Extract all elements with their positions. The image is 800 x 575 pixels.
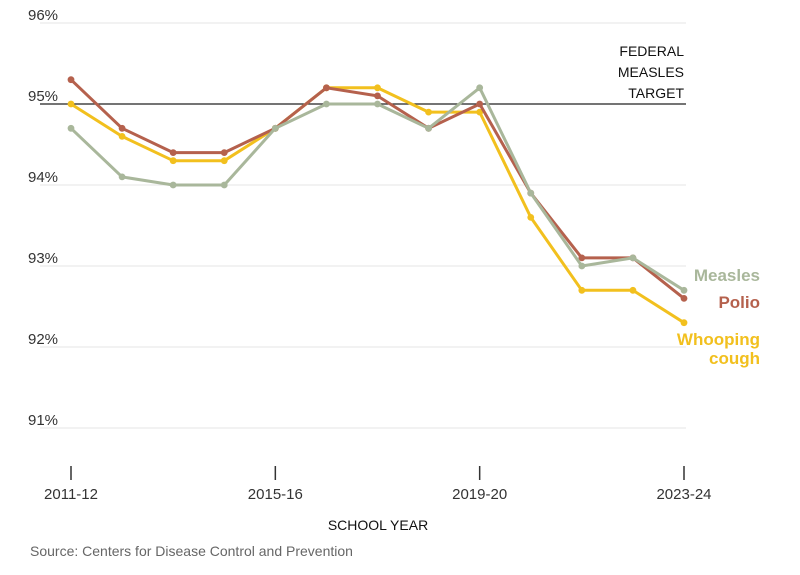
- measles-point: [629, 254, 637, 262]
- polio-point: [220, 149, 228, 157]
- measles-point: [374, 100, 381, 108]
- series-lines: [67, 76, 688, 327]
- whooping-cough-label: cough: [709, 349, 760, 368]
- whooping-cough-point: [118, 133, 126, 140]
- measles-label: Measles: [694, 266, 760, 285]
- x-tick-label: 2011-12: [44, 486, 98, 503]
- polio-point: [323, 84, 330, 92]
- y-tick-label: 93%: [28, 250, 58, 267]
- x-tick-label: 2015-16: [248, 486, 303, 503]
- y-gridlines: [40, 22, 686, 429]
- measles-point: [680, 286, 688, 294]
- whooping-cough-point: [527, 214, 535, 221]
- measles-point: [425, 124, 432, 132]
- measles-point: [527, 189, 535, 197]
- target-label-line: TARGET: [628, 85, 684, 101]
- x-axis: 2011-12 2015-16 2019-20 2023-24: [44, 466, 712, 503]
- measles-point: [67, 124, 75, 132]
- whooping-cough-point: [220, 157, 228, 165]
- measles-point: [118, 173, 126, 181]
- measles-point: [220, 181, 228, 189]
- whooping-cough-point: [374, 84, 381, 92]
- y-axis-ticks: 96% 95% 94% 93% 92% 91%: [28, 7, 58, 429]
- whooping-cough-point: [680, 319, 688, 327]
- polio-label: Polio: [718, 293, 760, 312]
- measles-point: [578, 262, 586, 270]
- measles-point: [476, 84, 484, 92]
- target-label-line: MEASLES: [618, 64, 684, 80]
- x-axis-title: SCHOOL YEAR: [328, 517, 428, 533]
- x-tick-label: 2023-24: [656, 486, 711, 503]
- source-note: Source: Centers for Disease Control and …: [30, 543, 353, 559]
- whooping-cough-point: [67, 100, 75, 108]
- measles-point: [169, 181, 177, 189]
- x-tick-label: 2019-20: [452, 486, 507, 503]
- polio-point: [578, 254, 586, 262]
- polio-point: [67, 76, 75, 84]
- whooping-cough-line: [69, 86, 686, 325]
- polio-point: [118, 124, 126, 132]
- polio-point: [680, 295, 688, 302]
- whooping-cough-point: [629, 286, 637, 294]
- y-tick-label: 96%: [28, 7, 58, 24]
- y-tick-label: 92%: [28, 331, 58, 348]
- polio-point: [169, 149, 177, 157]
- whooping-cough-point: [578, 286, 586, 294]
- y-tick-label: 95%: [28, 88, 58, 105]
- polio-point: [476, 100, 484, 108]
- y-tick-label: 94%: [28, 169, 58, 186]
- whooping-cough-point: [425, 108, 432, 116]
- polio-point: [374, 92, 381, 100]
- measles-point: [323, 100, 330, 108]
- whooping-cough-point: [169, 157, 177, 165]
- measles-point: [271, 124, 279, 132]
- whooping-cough-label: Whooping: [677, 330, 760, 349]
- y-tick-label: 91%: [28, 412, 58, 429]
- measles-line: [69, 86, 686, 292]
- whooping-cough-point: [476, 108, 484, 116]
- target-label-line: FEDERAL: [619, 43, 684, 59]
